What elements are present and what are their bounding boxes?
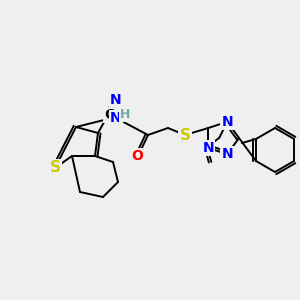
Text: N: N: [221, 115, 233, 129]
Text: O: O: [131, 149, 143, 163]
Text: H: H: [120, 107, 130, 121]
Text: N: N: [221, 147, 233, 161]
Text: N: N: [202, 141, 214, 155]
Text: N: N: [110, 111, 122, 125]
Text: N: N: [110, 93, 122, 107]
Text: S: S: [179, 128, 191, 142]
Text: C: C: [104, 108, 114, 122]
Text: S: S: [50, 160, 61, 175]
